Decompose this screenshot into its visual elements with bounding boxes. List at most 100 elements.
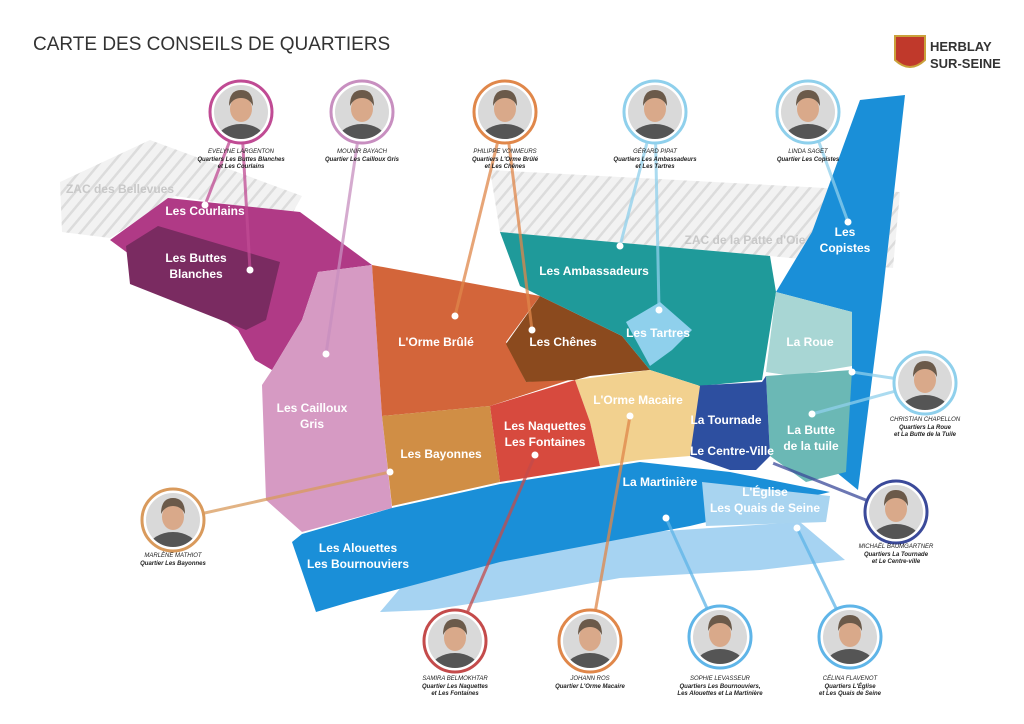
portrait bbox=[140, 487, 206, 553]
portrait bbox=[863, 479, 929, 545]
district-label: ZAC des Bellevues bbox=[66, 182, 174, 196]
person-role: Quartiers L'Église bbox=[824, 682, 876, 690]
photo-body bbox=[901, 395, 949, 410]
district-label: L'Orme Brûlé bbox=[398, 335, 474, 349]
leader-line bbox=[653, 111, 661, 311]
photo-body bbox=[431, 653, 479, 668]
person-role: Quartier Les Naquettes bbox=[422, 684, 489, 690]
leader-dot bbox=[766, 458, 774, 466]
photo-body bbox=[481, 124, 529, 139]
leader-line bbox=[324, 111, 364, 355]
portrait-photo bbox=[823, 610, 877, 664]
zac-area bbox=[60, 140, 302, 238]
photo-head bbox=[579, 625, 601, 651]
leader-dot bbox=[662, 514, 670, 522]
portrait bbox=[422, 608, 488, 674]
leader-dot bbox=[451, 312, 459, 320]
leader-dot bbox=[793, 524, 801, 532]
logo-line: HERBLAY bbox=[930, 39, 992, 54]
photo-hair bbox=[643, 90, 667, 106]
photo-head bbox=[839, 621, 861, 647]
district bbox=[776, 95, 905, 490]
leader-dot bbox=[531, 451, 539, 459]
leader-line bbox=[453, 454, 537, 642]
person-role: et La Butte de la Tuile bbox=[894, 432, 957, 438]
district-label: Les Courlains bbox=[165, 204, 245, 218]
person-role: Quartiers Les Bournouviers, bbox=[679, 684, 760, 690]
person-role: Quartiers Les Buttes Blanches bbox=[197, 157, 285, 163]
leader-dot bbox=[626, 412, 634, 420]
leader-line bbox=[503, 111, 534, 331]
photo-hair bbox=[493, 90, 517, 106]
logo: HERBLAY SUR-SEINE bbox=[894, 35, 1001, 71]
portrait bbox=[329, 79, 395, 145]
person-role: Quartier L'Orme Macaire bbox=[555, 684, 625, 690]
district-label: Les Buttes bbox=[165, 251, 227, 265]
district-label: La Martinière bbox=[623, 475, 698, 489]
portrait bbox=[775, 79, 841, 145]
district-label: Les Ambassadeurs bbox=[539, 264, 649, 278]
district-label: de la tuile bbox=[783, 439, 839, 453]
portrait-photo bbox=[628, 85, 682, 139]
person-role: et Les Tartres bbox=[635, 164, 675, 170]
photo-body bbox=[696, 649, 744, 664]
district bbox=[575, 370, 700, 466]
district bbox=[382, 406, 500, 506]
district-label: Les Chênes bbox=[529, 335, 597, 349]
person-name: JOHANN ROS bbox=[569, 676, 609, 682]
photo-body bbox=[784, 124, 832, 139]
portrait-photo bbox=[898, 356, 952, 410]
person-name: MICHAËL BAUMGARTNER bbox=[859, 543, 934, 550]
district-label: La Tournade bbox=[690, 413, 761, 427]
photo-body bbox=[826, 649, 874, 664]
leader-line bbox=[588, 415, 632, 642]
district bbox=[766, 370, 852, 482]
district bbox=[126, 226, 280, 330]
photo-body bbox=[872, 524, 920, 539]
photo-body bbox=[217, 124, 265, 139]
portrait-photo bbox=[781, 85, 835, 139]
person-name: MARLÈNE MATHIOT bbox=[144, 552, 203, 559]
leader-dot bbox=[655, 306, 663, 314]
portrait-photo bbox=[869, 485, 923, 539]
photo-head bbox=[351, 96, 373, 122]
district-label: Copistes bbox=[820, 241, 871, 255]
portrait bbox=[892, 350, 958, 416]
photo-head bbox=[494, 96, 516, 122]
photo-hair bbox=[913, 361, 937, 377]
district bbox=[490, 380, 600, 482]
district bbox=[690, 376, 770, 470]
district-label: Gris bbox=[300, 417, 324, 431]
photo-body bbox=[631, 124, 679, 139]
leader-dot bbox=[201, 201, 209, 209]
photo-head bbox=[644, 96, 666, 122]
district bbox=[500, 232, 776, 386]
person-role: Quartier Les Copistes bbox=[777, 157, 840, 163]
district bbox=[626, 302, 692, 366]
district bbox=[292, 462, 830, 612]
river bbox=[380, 522, 845, 612]
photo-body bbox=[566, 653, 614, 668]
district-label: Les Fontaines bbox=[505, 435, 586, 449]
portrait-photo bbox=[428, 614, 482, 668]
person-name: GÉRARD PIPAT bbox=[633, 148, 678, 155]
person-name: CHRISTIAN CHAPELLON bbox=[890, 417, 961, 423]
portrait bbox=[557, 608, 623, 674]
title: CARTE DES CONSEILS DE QUARTIERS bbox=[33, 34, 390, 55]
district-label: ZAC de la Patte d'Oie bbox=[685, 233, 806, 247]
portrait bbox=[622, 79, 688, 145]
district-labels: ZAC des Bellevues ZAC de la Patte d'Oie Le… bbox=[66, 182, 871, 571]
photo-head bbox=[162, 504, 184, 530]
zac-area bbox=[490, 170, 900, 268]
photo-body bbox=[338, 124, 386, 139]
photo-head bbox=[230, 96, 252, 122]
leader-dot bbox=[844, 218, 852, 226]
person-role: Quartier Les Cailloux Gris bbox=[325, 157, 400, 163]
district-label: Les Bournouviers bbox=[307, 557, 409, 571]
portrait bbox=[687, 604, 753, 670]
person-role: Quartiers La Roue bbox=[899, 425, 952, 431]
person-role: Quartiers Les Ambassadeurs bbox=[613, 157, 697, 163]
person-role: et Le Centre-ville bbox=[872, 559, 921, 565]
photo-head bbox=[885, 496, 907, 522]
